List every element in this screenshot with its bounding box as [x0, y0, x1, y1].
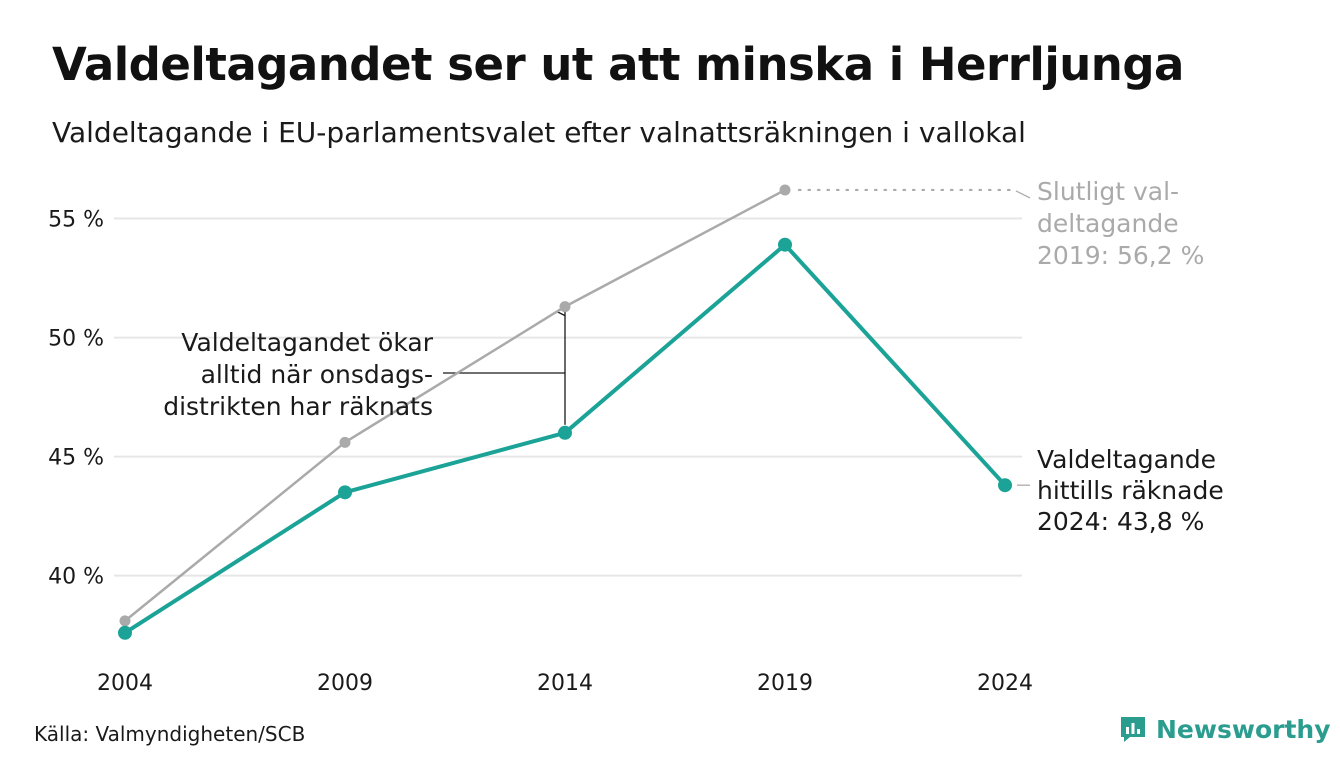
annotation-night-label: 2024: 43,8 % — [1037, 507, 1204, 536]
x-tick-label: 2009 — [317, 671, 373, 696]
annotation-night-label: Valdeltagande — [1037, 445, 1216, 474]
source-note: Källa: Valmyndigheten/SCB — [34, 722, 306, 746]
annotation-gap-text: Valdeltagandet ökar — [181, 328, 433, 357]
newsworthy-logo: Newsworthy — [1118, 714, 1331, 744]
data-point-slutligt — [779, 184, 791, 196]
annotation-final-label: deltagande — [1037, 209, 1179, 238]
annotation-gap-text: distrikten har räknats — [163, 392, 433, 421]
x-tick-label: 2004 — [97, 671, 153, 696]
y-tick-label: 45 % — [48, 446, 104, 471]
data-point-valnatt — [558, 425, 572, 440]
logo-text: Newsworthy — [1156, 714, 1331, 744]
y-tick-label: 50 % — [48, 327, 104, 352]
annotation-final-label: Slutligt val- — [1037, 177, 1179, 206]
data-point-valnatt — [118, 625, 132, 640]
data-point-valnatt — [998, 478, 1012, 493]
annotation-final-label: 2019: 56,2 % — [1037, 241, 1204, 270]
data-point-slutligt — [559, 301, 571, 313]
data-point-valnatt — [778, 237, 792, 252]
y-tick-label: 40 % — [48, 565, 104, 590]
chart-title: Valdeltagandet ser ut att minska i Herrl… — [52, 38, 1184, 91]
annotation-leader-tick — [1015, 190, 1031, 199]
data-point-slutligt — [119, 615, 131, 627]
annotation-gap-text: alltid när onsdags- — [201, 360, 433, 389]
y-tick-label: 55 % — [48, 208, 104, 233]
x-tick-label: 2014 — [537, 671, 593, 696]
x-tick-label: 2024 — [977, 671, 1033, 696]
x-tick-label: 2019 — [757, 671, 813, 696]
series-line-slutligt — [124, 188, 786, 622]
chart-subtitle: Valdeltagande i EU-parlamentsvalet efter… — [52, 116, 1026, 149]
data-point-slutligt — [339, 436, 351, 448]
newsworthy-logo-icon — [1121, 717, 1145, 742]
annotation-night-label: hittills räknade — [1037, 476, 1224, 505]
data-point-valnatt — [338, 485, 352, 500]
